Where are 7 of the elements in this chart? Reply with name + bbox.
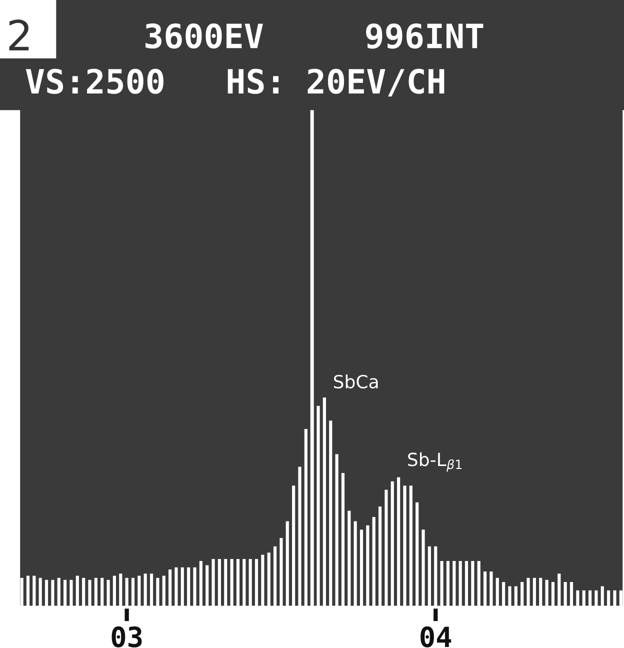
chart-title: 3600EV 996INT bbox=[146, 23, 484, 49]
annotation: Sb-L$_{β1}$ bbox=[408, 452, 462, 472]
x-tick-label: 04 bbox=[420, 626, 452, 648]
x-tick-label: 03 bbox=[112, 626, 142, 648]
annotation: SbCa bbox=[334, 374, 378, 388]
text: 2 bbox=[9, 19, 29, 50]
chart-subtitle: VS:2500 HS: 20EV/CH bbox=[26, 68, 444, 97]
